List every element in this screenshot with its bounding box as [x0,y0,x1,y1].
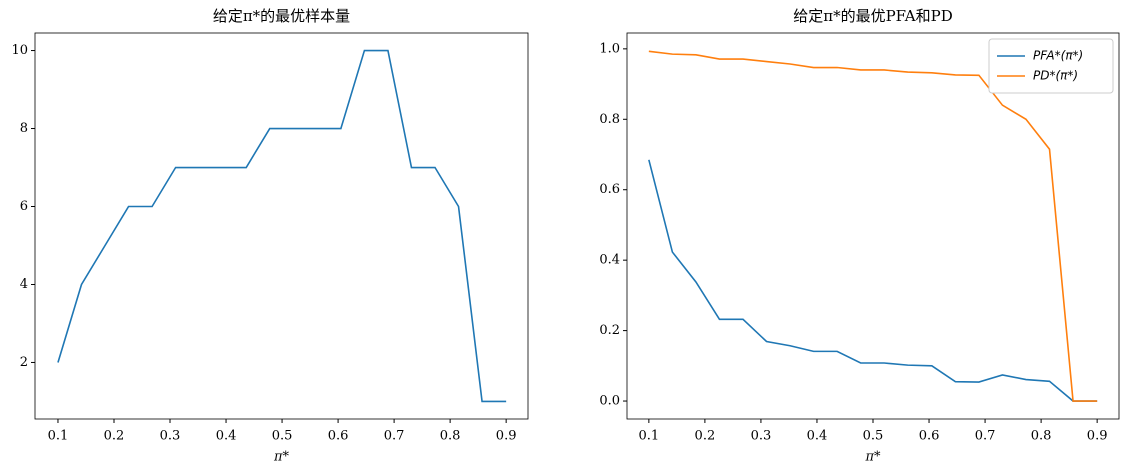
x-tick-label: 0.7 [384,429,405,444]
x-tick-label: 0.2 [695,429,716,444]
y-tick-label: 0.4 [599,253,620,268]
y-tick-label: 0.2 [599,323,620,338]
x-tick-label: 0.9 [1087,429,1108,444]
x-tick-label: 0.8 [440,429,461,444]
data-line [648,50,1098,402]
y-tick-label: 2 [20,355,28,370]
y-tick-label: 0.8 [599,112,620,127]
y-tick-label: 4 [20,277,28,292]
x-tick-label: 0.6 [919,429,940,444]
y-tick-label: 1.0 [599,41,620,56]
x-tick-label: 0.5 [863,429,884,444]
legend-box [988,38,1114,94]
plot-frame [34,32,529,420]
y-tick-label: 6 [20,199,28,214]
chart-title: 给定π*的最优样本量 [213,7,350,25]
x-axis-label: π* [273,450,290,465]
y-tick-label: 0.6 [599,182,620,197]
x-tick-label: 0.6 [328,429,349,444]
x-tick-label: 0.9 [496,429,517,444]
y-tick-label: 10 [11,43,28,58]
y-tick-label: 8 [20,121,28,136]
chart-title: 给定π*的最优PFA和PD [793,7,953,25]
x-tick-label: 0.8 [1031,429,1052,444]
x-tick-label: 0.1 [48,429,69,444]
x-tick-label: 0.4 [807,429,828,444]
x-tick-label: 0.3 [160,429,181,444]
x-tick-label: 0.2 [104,429,125,444]
legend-label: PFA*(π*) [1033,49,1083,63]
x-tick-label: 0.3 [751,429,772,444]
x-tick-label: 0.5 [272,429,293,444]
y-tick-label: 0.0 [599,394,620,409]
x-tick-label: 0.4 [216,429,237,444]
data-line [57,49,507,403]
x-axis-label: π* [864,450,881,465]
data-line [648,159,1098,402]
x-tick-label: 0.1 [639,429,660,444]
plot-frame [626,32,1120,420]
x-tick-label: 0.7 [975,429,996,444]
legend-label: PD*(π*) [1033,69,1078,83]
